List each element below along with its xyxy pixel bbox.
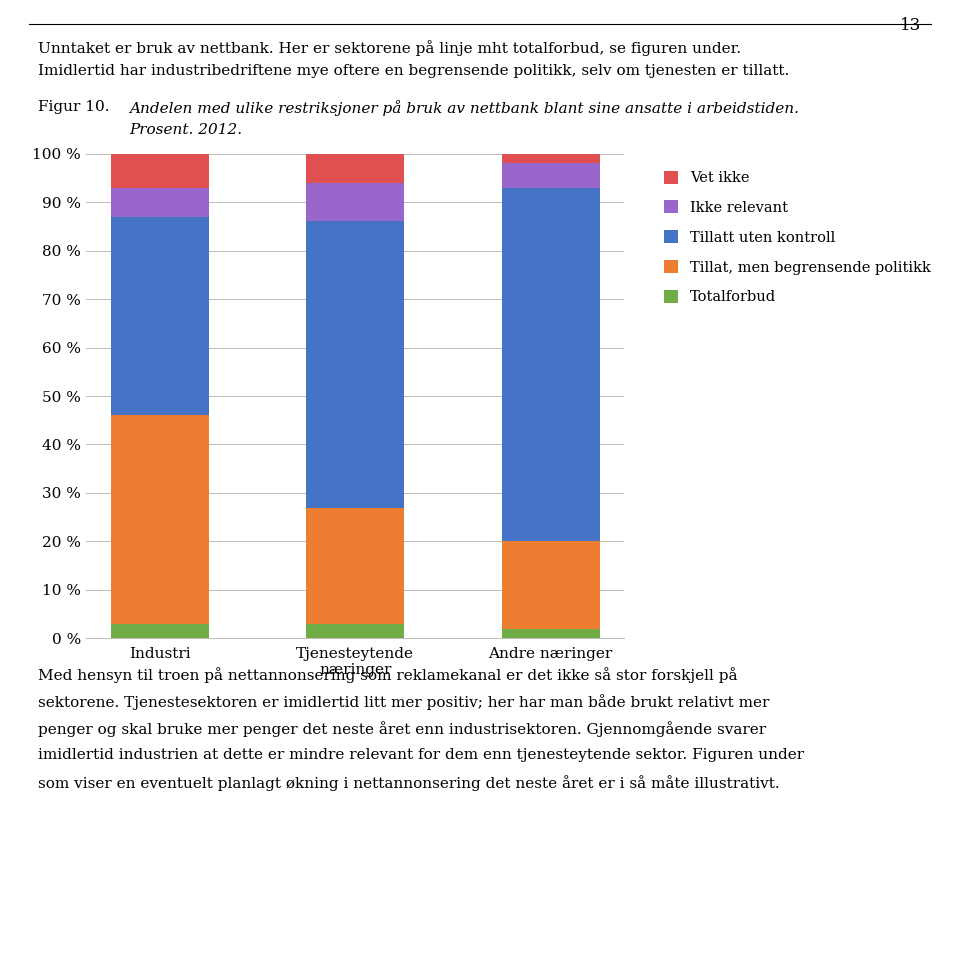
Legend: Vet ikke, Ikke relevant, Tillatt uten kontroll, Tillat, men begrensende politikk: Vet ikke, Ikke relevant, Tillatt uten ko… xyxy=(663,171,930,304)
Bar xyxy=(502,187,600,541)
Text: Figur 10.: Figur 10. xyxy=(38,100,109,114)
Text: Prosent. 2012.: Prosent. 2012. xyxy=(130,123,243,137)
Bar xyxy=(110,416,208,624)
Text: penger og skal bruke mer penger det neste året enn industrisektoren. Gjennomgåen: penger og skal bruke mer penger det nest… xyxy=(38,721,766,737)
Bar xyxy=(502,154,600,163)
Bar xyxy=(110,624,208,638)
Bar xyxy=(306,624,404,638)
Text: Andelen med ulike restriksjoner på bruk av nettbank blant sine ansatte i arbeids: Andelen med ulike restriksjoner på bruk … xyxy=(130,100,800,116)
Text: Imidlertid har industribedriftene mye oftere en begrensende politikk, selv om tj: Imidlertid har industribedriftene mye of… xyxy=(38,64,790,79)
Bar xyxy=(502,629,600,638)
Text: 13: 13 xyxy=(900,17,922,35)
Bar xyxy=(502,541,600,629)
Bar xyxy=(306,222,404,508)
Bar xyxy=(110,217,208,416)
Text: imidlertid industrien at dette er mindre relevant for dem enn tjenesteytende sek: imidlertid industrien at dette er mindre… xyxy=(38,748,804,762)
Bar xyxy=(110,187,208,217)
Bar xyxy=(502,163,600,187)
Bar xyxy=(110,154,208,187)
Text: sektorene. Tjenestesektoren er imidlertid litt mer positiv; her har man både bru: sektorene. Tjenestesektoren er imidlerti… xyxy=(38,694,770,710)
Text: Med hensyn til troen på nettannonsering som reklamekanal er det ikke så stor for: Med hensyn til troen på nettannonsering … xyxy=(38,667,738,684)
Bar xyxy=(306,182,404,222)
Bar xyxy=(306,154,404,182)
Text: som viser en eventuelt planlagt økning i nettannonsering det neste året er i så : som viser en eventuelt planlagt økning i… xyxy=(38,775,780,791)
Text: Unntaket er bruk av nettbank. Her er sektorene på linje mht totalforbud, se figu: Unntaket er bruk av nettbank. Her er sek… xyxy=(38,40,741,57)
Bar xyxy=(306,508,404,624)
